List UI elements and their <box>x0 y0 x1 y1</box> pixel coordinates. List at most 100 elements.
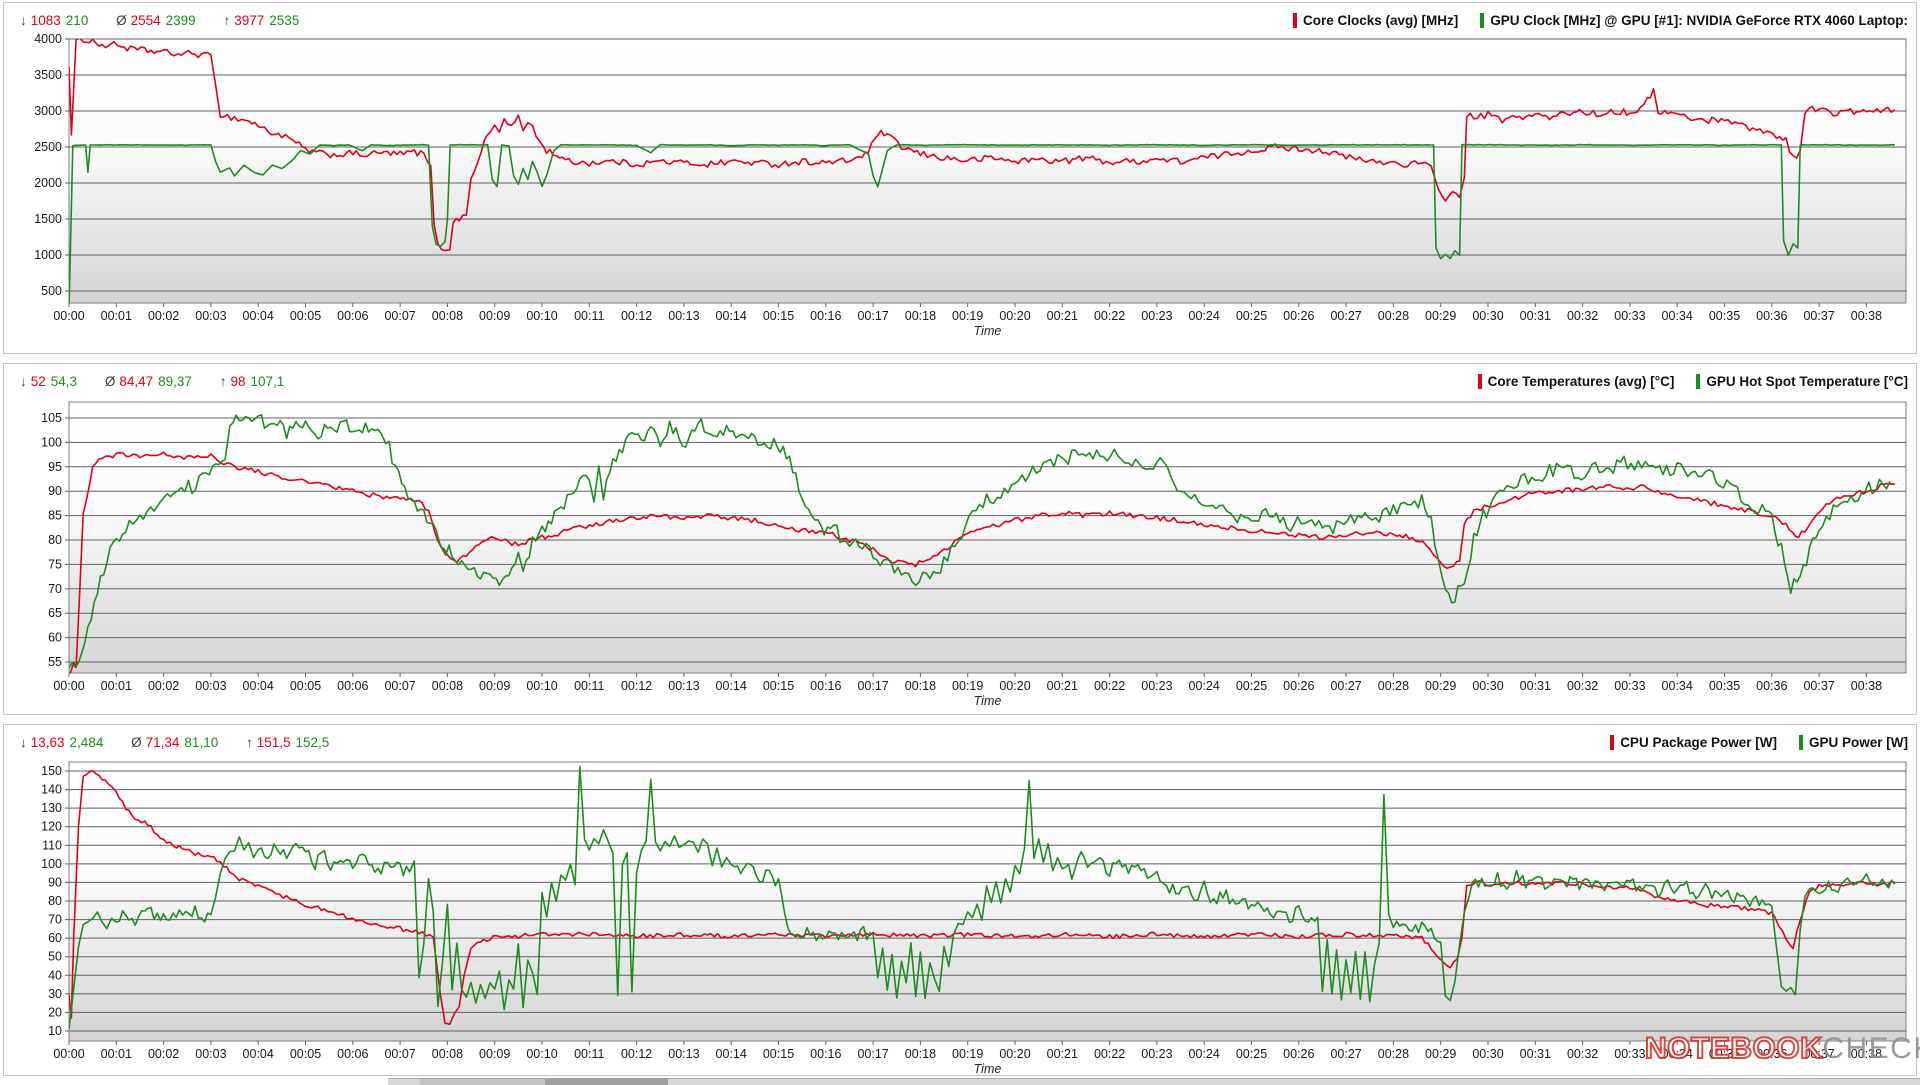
svg-text:00:35: 00:35 <box>1709 1047 1740 1061</box>
max-value-green: 2535 <box>269 12 300 28</box>
svg-text:00:20: 00:20 <box>999 309 1030 323</box>
svg-text:00:30: 00:30 <box>1472 1047 1503 1061</box>
strip-segment-dark <box>545 1079 668 1085</box>
svg-text:00:10: 00:10 <box>526 309 557 323</box>
power-stats-row: ↓ 13,63 2,484 Ø 71,34 81,10 ↑ 151,5 152,5 <box>20 734 329 750</box>
svg-text:00:18: 00:18 <box>905 309 936 323</box>
min-arrow-icon: ↓ <box>20 12 27 28</box>
min-value-red: 1083 <box>30 12 61 28</box>
svg-text:00:00: 00:00 <box>53 1047 84 1061</box>
svg-text:00:08: 00:08 <box>432 1047 463 1061</box>
svg-text:00:11: 00:11 <box>574 309 604 323</box>
svg-text:00:34: 00:34 <box>1662 679 1693 693</box>
svg-text:00:09: 00:09 <box>479 309 510 323</box>
svg-text:00:25: 00:25 <box>1236 679 1267 693</box>
max-value-red: 3977 <box>234 12 265 28</box>
svg-text:Time: Time <box>974 694 1002 708</box>
svg-text:00:22: 00:22 <box>1094 309 1125 323</box>
svg-text:140: 140 <box>41 783 62 797</box>
svg-text:00:14: 00:14 <box>716 1047 747 1061</box>
min-value-green: 2,484 <box>69 734 104 750</box>
svg-text:150: 150 <box>41 764 62 778</box>
svg-text:70: 70 <box>48 913 62 927</box>
svg-text:00:17: 00:17 <box>857 679 888 693</box>
svg-text:00:05: 00:05 <box>290 1047 321 1061</box>
svg-text:00:33: 00:33 <box>1614 1047 1645 1061</box>
svg-text:00:14: 00:14 <box>716 309 747 323</box>
svg-text:00:26: 00:26 <box>1283 1047 1314 1061</box>
temperatures-legend: Core Temperatures (avg) [°C] GPU Hot Spo… <box>1464 373 1908 389</box>
avg-symbol-icon: Ø <box>131 734 142 750</box>
avg-symbol-icon: Ø <box>116 12 127 28</box>
svg-text:00:23: 00:23 <box>1141 1047 1172 1061</box>
svg-text:40: 40 <box>48 968 62 982</box>
svg-text:00:38: 00:38 <box>1851 1047 1882 1061</box>
svg-text:00:33: 00:33 <box>1614 309 1645 323</box>
svg-text:00:21: 00:21 <box>1047 679 1078 693</box>
svg-text:00:34: 00:34 <box>1662 1047 1693 1061</box>
svg-text:00:28: 00:28 <box>1378 679 1409 693</box>
svg-text:00:23: 00:23 <box>1141 309 1172 323</box>
svg-text:00:25: 00:25 <box>1236 309 1267 323</box>
svg-text:00:21: 00:21 <box>1047 309 1078 323</box>
svg-text:00:24: 00:24 <box>1189 679 1220 693</box>
legend-label-core-temps: Core Temperatures (avg) [°C] <box>1487 373 1675 389</box>
svg-text:00:20: 00:20 <box>999 1047 1030 1061</box>
svg-text:00:11: 00:11 <box>574 1047 604 1061</box>
svg-text:00:12: 00:12 <box>621 1047 652 1061</box>
svg-text:30: 30 <box>48 987 62 1001</box>
avg-value-red: 2554 <box>130 12 161 28</box>
svg-text:00:15: 00:15 <box>763 679 794 693</box>
svg-text:65: 65 <box>48 606 62 620</box>
svg-text:00:07: 00:07 <box>384 679 415 693</box>
svg-text:3500: 3500 <box>34 68 62 82</box>
svg-text:120: 120 <box>41 820 62 834</box>
svg-text:500: 500 <box>41 284 62 298</box>
svg-text:00:13: 00:13 <box>668 309 699 323</box>
svg-text:20: 20 <box>48 1005 62 1019</box>
legend-marker-red-icon <box>1610 734 1615 750</box>
svg-text:00:37: 00:37 <box>1803 679 1834 693</box>
svg-text:105: 105 <box>41 411 62 425</box>
max-value-red: 151,5 <box>256 734 291 750</box>
svg-text:00:18: 00:18 <box>905 1047 936 1061</box>
avg-value-red: 84,47 <box>119 373 154 389</box>
svg-text:2000: 2000 <box>34 176 62 190</box>
legend-label-gpu-hotspot: GPU Hot Spot Temperature [°C] <box>1706 373 1908 389</box>
svg-text:00:19: 00:19 <box>952 679 983 693</box>
svg-text:00:02: 00:02 <box>148 1047 179 1061</box>
svg-text:00:27: 00:27 <box>1330 679 1361 693</box>
svg-text:00:12: 00:12 <box>621 679 652 693</box>
svg-text:00:34: 00:34 <box>1662 309 1693 323</box>
svg-text:00:20: 00:20 <box>999 679 1030 693</box>
svg-text:00:04: 00:04 <box>243 679 274 693</box>
svg-text:00:33: 00:33 <box>1614 679 1645 693</box>
max-arrow-icon: ↑ <box>219 373 227 389</box>
svg-text:00:25: 00:25 <box>1236 1047 1267 1061</box>
svg-text:00:27: 00:27 <box>1330 1047 1361 1061</box>
min-value-red: 13,63 <box>30 734 65 750</box>
min-value-green: 210 <box>65 12 89 28</box>
strip-segment-light <box>420 1079 545 1085</box>
svg-text:00:01: 00:01 <box>101 309 132 323</box>
min-arrow-icon: ↓ <box>20 373 27 389</box>
svg-text:00:38: 00:38 <box>1851 309 1882 323</box>
svg-text:00:36: 00:36 <box>1756 679 1787 693</box>
svg-text:75: 75 <box>48 557 62 571</box>
svg-text:00:08: 00:08 <box>432 309 463 323</box>
min-arrow-icon: ↓ <box>20 734 27 750</box>
svg-text:00:07: 00:07 <box>384 309 415 323</box>
avg-value-green: 2399 <box>165 12 196 28</box>
svg-text:60: 60 <box>48 631 62 645</box>
svg-text:00:35: 00:35 <box>1709 679 1740 693</box>
legend-marker-red-icon <box>1477 373 1482 389</box>
svg-text:00:16: 00:16 <box>810 679 841 693</box>
svg-text:90: 90 <box>48 875 62 889</box>
power-legend: CPU Package Power [W] GPU Power [W] <box>1596 734 1908 750</box>
svg-text:60: 60 <box>48 931 62 945</box>
svg-text:3000: 3000 <box>34 104 62 118</box>
svg-text:90: 90 <box>48 484 62 498</box>
svg-text:00:08: 00:08 <box>432 679 463 693</box>
power-chart: 150 140 130 120 110 100 90 80 70 60 50 40 30 20 10 00:0… <box>41 761 1907 1075</box>
svg-text:130: 130 <box>41 801 62 815</box>
